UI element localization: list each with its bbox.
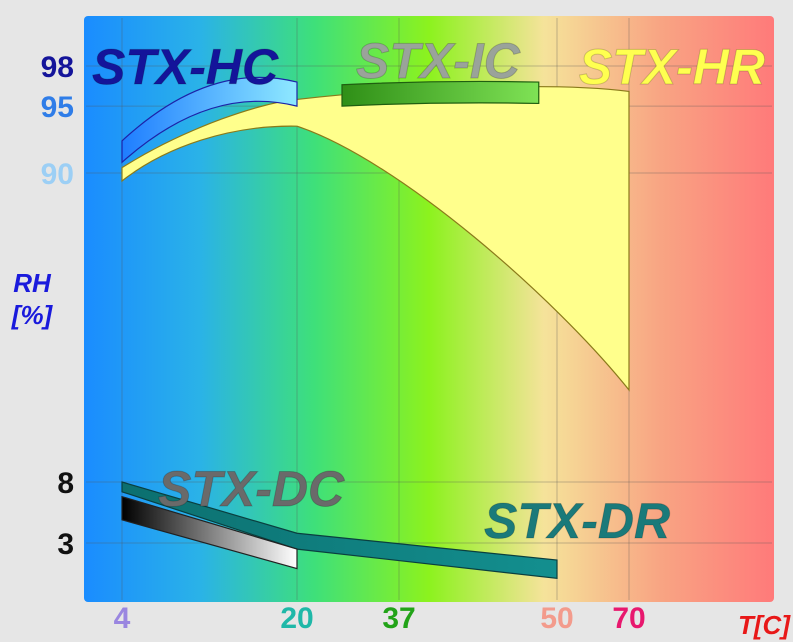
series-area-stx-dc [121,495,298,570]
x-tick-label: 70 [612,602,645,635]
x-axis-title: T[C] [738,610,791,640]
series-labels: STX-HC STX-IC STX-HR STX-DC STX-DR [92,33,766,550]
y-tick-label: 8 [57,467,74,500]
series-area-stx-dr [121,481,558,580]
y-axis: 98 95 90 8 3 [41,51,74,561]
series-label-stx-hc: STX-HC [92,39,279,95]
series-label-stx-hr: STX-HR [579,39,765,95]
y-tick-label: 90 [41,158,74,191]
series-label-stx-dr: STX-DR [484,493,670,549]
y-tick-label: 95 [41,91,74,124]
x-axis: 4 20 37 50 70 [114,602,646,635]
x-tick-label: 50 [540,602,573,635]
series-area-stx-ic [341,80,540,107]
x-tick-label: 20 [280,602,313,635]
series-label-stx-ic: STX-IC [356,33,521,89]
series-area-stx-hc [121,76,298,164]
y-tick-label: 3 [57,528,74,561]
y-tick-label: 98 [41,51,74,84]
series-area-stx-hr [121,86,630,392]
series-label-stx-dc: STX-DC [158,461,345,517]
x-tick-label: 4 [114,602,131,635]
y-axis-title: RH [%] [11,268,54,330]
x-tick-label: 37 [382,602,415,635]
series-shapes [121,76,630,580]
